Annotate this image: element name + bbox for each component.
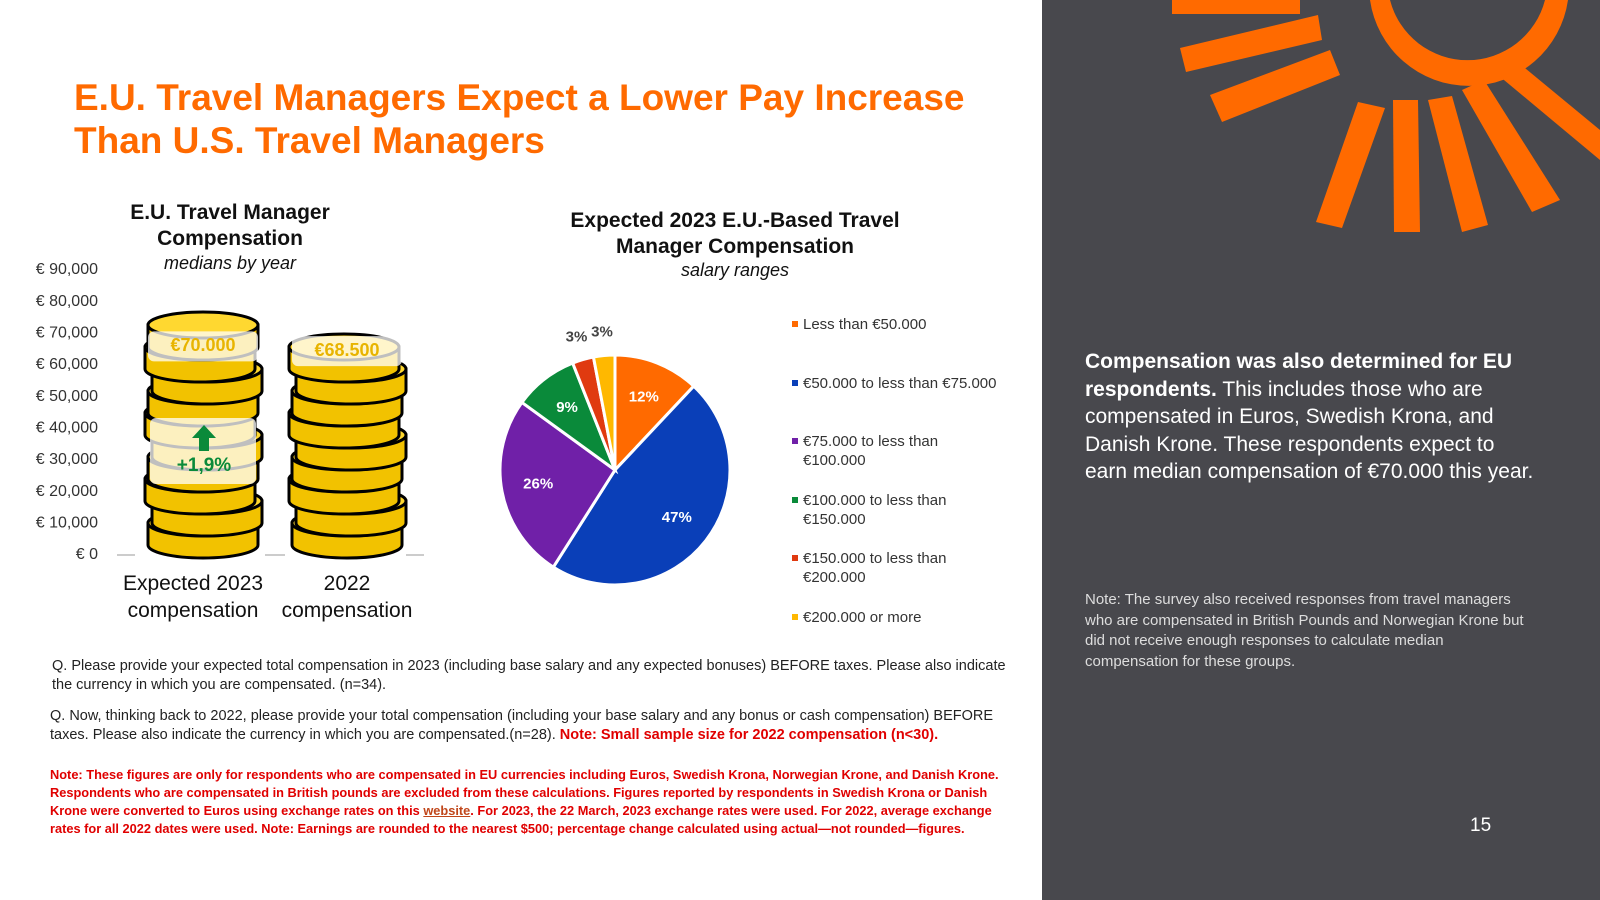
y-tick-label: € 40,000 <box>36 420 98 437</box>
legend-swatch <box>792 496 798 503</box>
bar-chart-subtitle: medians by year <box>163 253 297 273</box>
legend-label: €150.000 to less than €200.000 <box>803 550 947 586</box>
value-label: €68.500 <box>314 340 379 360</box>
legend-swatch <box>792 438 798 444</box>
pie-slice <box>613 353 696 474</box>
website-link[interactable]: website <box>423 803 471 818</box>
sun-decoration <box>1172 0 1600 232</box>
x-tick-label: 2022 compensation <box>281 572 413 622</box>
coin-stack <box>287 332 408 560</box>
side-text: Compensation was also determined for EU … <box>1085 348 1540 486</box>
y-tick-label: € 10,000 <box>36 515 98 532</box>
legend-swatch <box>792 321 798 327</box>
pie-chart-subtitle: salary ranges <box>680 260 790 280</box>
legend-label: Less than €50.000 <box>803 316 927 333</box>
footnote-text: Note: These figures are only for respond… <box>50 767 999 818</box>
legend-item: €150.000 to less than €200.000 <box>792 549 1003 587</box>
y-tick-label: € 50,000 <box>36 388 98 405</box>
legend-item: Less than €50.000 <box>792 315 1003 334</box>
y-tick-label: € 70,000 <box>36 325 98 342</box>
pie-chart-title: Expected 2023 E.U.-Based Travel Manager … <box>570 209 900 258</box>
up-arrow <box>192 425 216 451</box>
value-label: 26% <box>523 476 553 493</box>
legend-item: €100.000 to less than €150.000 <box>792 491 1003 529</box>
annotation: +1,9% <box>177 455 232 476</box>
y-tick-label: € 20,000 <box>36 483 98 500</box>
y-tick-label: € 60,000 <box>36 356 98 373</box>
y-tick-label: € 90,000 <box>36 261 98 278</box>
page-number: 15 <box>1470 815 1492 836</box>
legend-swatch <box>792 555 798 561</box>
side-body: This includes those who are compensated … <box>1085 377 1534 484</box>
x-tick-label: Expected 2023 compensation <box>122 572 264 622</box>
legend-label: €100.000 to less than €150.000 <box>803 491 947 528</box>
value-label-bg <box>292 336 402 367</box>
footnote: Note: These figures are only for respond… <box>50 766 1020 838</box>
side-lead: Compensation was also determined for EU … <box>1085 350 1513 401</box>
question-block: Q. Now, thinking back to 2022, please pr… <box>50 707 1010 745</box>
side-note: Note: The survey also received responses… <box>1085 591 1524 670</box>
question-text: Q. Please provide your expected total co… <box>52 658 1006 693</box>
slide-title: E.U. Travel Managers Expect a Lower Pay … <box>74 77 965 161</box>
value-label: 47% <box>662 509 692 526</box>
value-label: €70.000 <box>170 335 235 355</box>
legend-label: €200.000 or more <box>803 608 922 626</box>
legend-item: €200.000 or more <box>792 608 1003 627</box>
question-text: Q. Now, thinking back to 2022, please pr… <box>50 708 994 743</box>
legend-label: €75.000 to less than €100.000 <box>803 433 939 469</box>
warning-text: Note: Small sample size for 2022 compens… <box>559 727 939 743</box>
legend-item: €50.000 to less than €75.000 <box>792 374 1003 393</box>
pie-slice <box>551 384 732 587</box>
value-label: 9% <box>556 399 578 416</box>
legend-item: €75.000 to less than €100.000 <box>792 432 1003 470</box>
legend-swatch <box>792 379 798 386</box>
footnote-text: . For 2023, the 22 March, 2023 exchange … <box>50 803 992 836</box>
value-label: 3% <box>566 328 588 345</box>
y-tick-label: € 80,000 <box>36 293 98 310</box>
legend-label: €50.000 to less than €75.000 <box>803 374 997 392</box>
legend-swatch <box>792 613 798 620</box>
value-label-bg <box>148 331 258 362</box>
pie-slice <box>591 353 617 471</box>
value-label: 12% <box>629 388 659 405</box>
value-label: 3% <box>591 324 613 341</box>
bar-chart-title: E.U. Travel Manager Compensation <box>130 201 330 250</box>
y-tick-label: € 30,000 <box>36 451 98 468</box>
pie-slice <box>498 400 618 570</box>
y-tick-label: € 0 <box>76 546 98 563</box>
